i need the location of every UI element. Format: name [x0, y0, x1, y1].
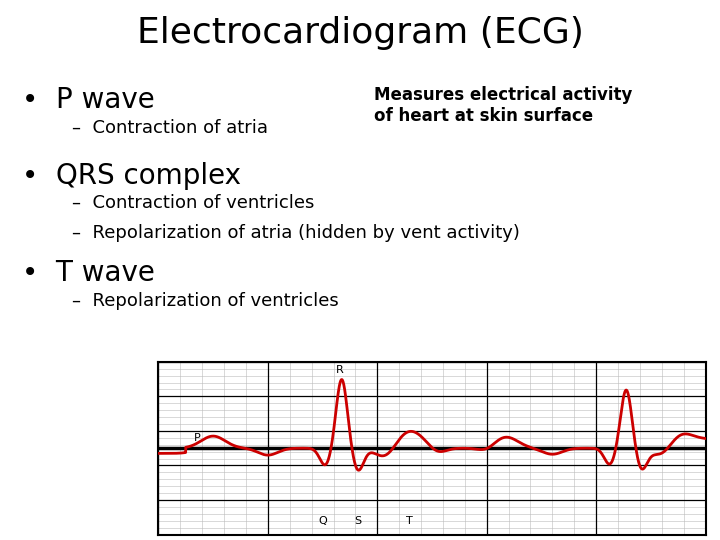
Text: •  T wave: • T wave	[22, 259, 155, 287]
Text: •  QRS complex: • QRS complex	[22, 162, 240, 190]
Text: –  Repolarization of atria (hidden by vent activity): – Repolarization of atria (hidden by ven…	[72, 224, 520, 242]
Text: –  Contraction of ventricles: – Contraction of ventricles	[72, 194, 315, 212]
Text: T: T	[406, 516, 413, 526]
Text: R: R	[336, 365, 344, 375]
Text: –  Contraction of atria: – Contraction of atria	[72, 119, 268, 137]
Text: •  P wave: • P wave	[22, 86, 154, 114]
Text: S: S	[354, 516, 361, 526]
Text: Measures electrical activity
of heart at skin surface: Measures electrical activity of heart at…	[374, 86, 633, 125]
Text: Electrocardiogram (ECG): Electrocardiogram (ECG)	[137, 16, 583, 50]
Text: Q: Q	[319, 516, 328, 526]
Text: P: P	[194, 433, 201, 443]
Text: –  Repolarization of ventricles: – Repolarization of ventricles	[72, 292, 338, 309]
